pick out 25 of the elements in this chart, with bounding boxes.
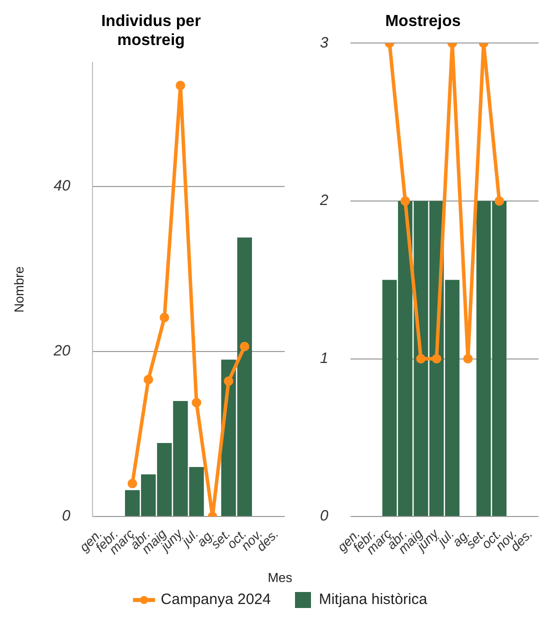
y-tick-label: 1 [320,350,328,367]
point [144,374,154,384]
point [176,80,186,90]
y-tick-label: 0 [62,508,71,525]
y-tick-label: 2 [319,192,329,210]
point [128,478,138,488]
point [400,196,410,206]
legend-label: Mitjana històrica [318,591,428,608]
point [432,354,442,364]
point [224,376,234,386]
chart-title: Individus per mostreig [101,13,201,50]
legend-label: Campanya 2024 [160,591,271,608]
x-axis-title: Mes [266,570,294,585]
point [416,354,426,364]
y-tick-label: 20 [52,342,71,360]
y-axis-title: Nombre [11,266,26,313]
y-tick-label: 3 [320,34,329,52]
point [494,196,504,206]
y-tick-label: 0 [320,508,329,525]
chart-title: Mostrejos [385,13,461,30]
point [192,398,202,408]
point [240,342,250,352]
point [463,354,473,364]
y-tick-label: 40 [54,177,71,194]
point [160,312,170,322]
